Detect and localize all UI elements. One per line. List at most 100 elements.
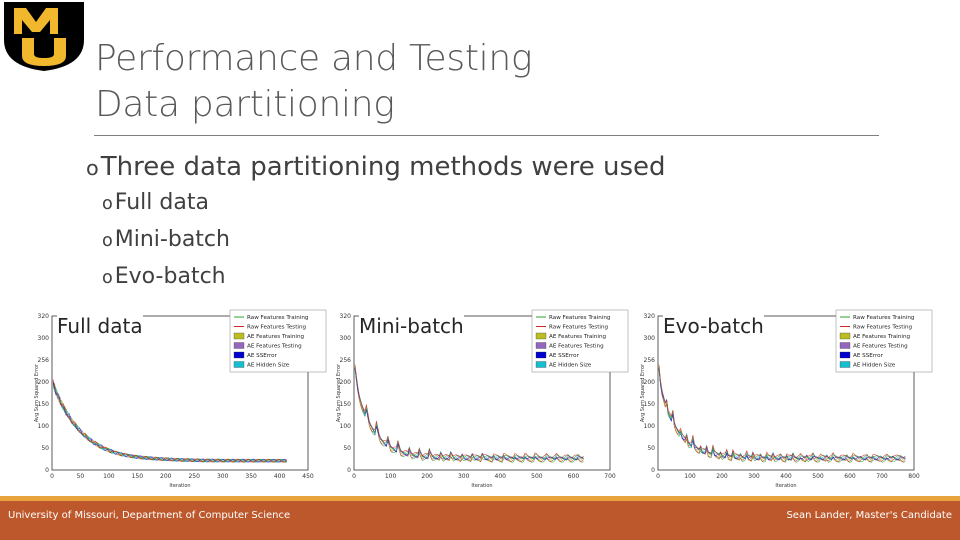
y-tick-label: 256: [38, 357, 50, 364]
x-tick-label: 700: [604, 473, 616, 480]
x-tick-label: 350: [245, 473, 257, 480]
x-tick-label: 500: [812, 473, 824, 480]
chart-mini-batch: 320 300 256 200 150 100 50 0 0 100 200 300 400 500 600…: [332, 308, 637, 488]
bullet-list: oThree data partitioning methods were us…: [86, 150, 666, 296]
legend-swatch: [839, 361, 851, 368]
legend-entry: Raw Features Testing: [549, 325, 608, 331]
x-tick-label: 450: [302, 473, 314, 480]
x-tick-label: 0: [352, 473, 356, 480]
x-tick-label: 50: [77, 473, 85, 480]
series-line: [354, 364, 584, 459]
legend-entry: AE Features Training: [247, 334, 304, 340]
x-tick-label: 0: [50, 473, 54, 480]
y-tick-label: 100: [38, 423, 50, 430]
x-tick-label: 400: [780, 473, 792, 480]
y-tick-label: 300: [38, 335, 50, 342]
title-divider: [94, 135, 879, 136]
footer-accent-strip: [0, 496, 960, 501]
legend-swatch: [839, 351, 851, 359]
legend-entry: AE Features Testing: [247, 344, 302, 350]
legend-entry: Raw Features Training: [549, 315, 611, 321]
x-tick-label: 200: [421, 473, 433, 480]
bullet-main: oThree data partitioning methods were us…: [86, 152, 666, 182]
footer-right-text: Sean Lander, Master's Candidate: [786, 510, 952, 521]
y-axis-label: Avg Sum Squared Error: [34, 363, 40, 422]
series-line: [658, 364, 906, 459]
y-tick-label: 300: [644, 335, 656, 342]
legend-entry: AE SSError: [853, 353, 884, 359]
legend-entry: AE Features Testing: [549, 344, 604, 350]
y-tick-label: 50: [647, 445, 655, 452]
x-tick-label: 700: [876, 473, 888, 480]
legend-swatch: [839, 342, 851, 349]
x-tick-label: 0: [656, 473, 660, 480]
legend-box: [229, 309, 327, 373]
legend-swatch: [233, 351, 245, 359]
title-line-1: Performance and Testing: [95, 38, 533, 79]
bullet-sub-1: oFull data: [102, 190, 209, 215]
bullet-circle-icon: o: [102, 268, 113, 288]
y-tick-label: 256: [644, 357, 656, 364]
x-tick-label: 400: [495, 473, 507, 480]
x-tick-label: 200: [716, 473, 728, 480]
y-tick-label: 0: [45, 467, 49, 474]
series-line: [52, 386, 287, 463]
y-tick-label: 320: [38, 313, 50, 320]
legend-swatch: [535, 342, 547, 349]
footer-bar: University of Missouri, Department of Co…: [0, 501, 960, 540]
footer-left-text: University of Missouri, Department of Co…: [8, 510, 291, 521]
chart-full-data: 320 300 256 200 150 100 50 0 0 50 100 150 200 250 300 3…: [30, 308, 335, 488]
bullet-sub-2: oMini-batch: [102, 227, 230, 252]
legend-entry: AE Features Testing: [853, 344, 908, 350]
x-tick-label: 100: [684, 473, 696, 480]
legend-swatch: [535, 361, 547, 368]
series-line: [354, 366, 584, 459]
legend-box: [531, 309, 629, 373]
y-tick-label: 320: [340, 313, 352, 320]
y-tick-label: 300: [340, 335, 352, 342]
x-tick-label: 400: [274, 473, 286, 480]
y-tick-label: 0: [347, 467, 351, 474]
series-line: [52, 379, 287, 463]
y-tick-label: 320: [644, 313, 656, 320]
x-tick-label: 800: [908, 473, 920, 480]
legend-entry: AE Features Training: [853, 334, 910, 340]
y-axis-label: Avg Sum Squared Error: [336, 363, 342, 422]
y-tick-label: 150: [644, 401, 656, 408]
bullet-sub-3: oEvo-batch: [102, 264, 226, 289]
x-tick-label: 300: [217, 473, 229, 480]
x-tick-label: 600: [844, 473, 856, 480]
x-axis-label: Iteration: [775, 483, 796, 488]
legend-swatch: [839, 332, 851, 340]
y-tick-label: 50: [343, 445, 351, 452]
x-tick-label: 200: [160, 473, 172, 480]
x-axis-label: Iteration: [169, 483, 190, 488]
y-tick-label: 200: [340, 379, 352, 386]
chart-label: Evo-batch: [663, 314, 764, 338]
legend-entry: AE SSError: [247, 353, 278, 359]
legend-entry: AE Hidden Size: [853, 363, 896, 369]
legend-entry: AE SSError: [549, 353, 580, 359]
slide-title: Performance and Testing Data partitionin…: [95, 36, 532, 128]
series-line: [658, 366, 906, 459]
legend-entry: AE Hidden Size: [247, 363, 290, 369]
bullet-circle-icon: o: [102, 194, 113, 214]
chart-svg: 320 300 256 200 150 100 50 00 50 100 150 200 250 300 3…: [34, 309, 327, 488]
y-tick-label: 150: [340, 401, 352, 408]
x-tick-label: 250: [188, 473, 200, 480]
bullet-circle-icon: o: [102, 231, 113, 251]
x-tick-label: 500: [531, 473, 543, 480]
y-tick-label: 100: [340, 423, 352, 430]
legend-entry: Raw Features Testing: [247, 325, 306, 331]
legend-swatch: [233, 332, 245, 340]
legend-swatch: [233, 342, 245, 349]
x-tick-label: 100: [103, 473, 115, 480]
legend-entry: Raw Features Training: [247, 315, 309, 321]
legend-entry: AE Features Training: [549, 334, 606, 340]
x-axis-label: Iteration: [471, 483, 492, 488]
x-tick-label: 100: [385, 473, 397, 480]
legend-swatch: [535, 351, 547, 359]
legend-swatch: [535, 332, 547, 340]
